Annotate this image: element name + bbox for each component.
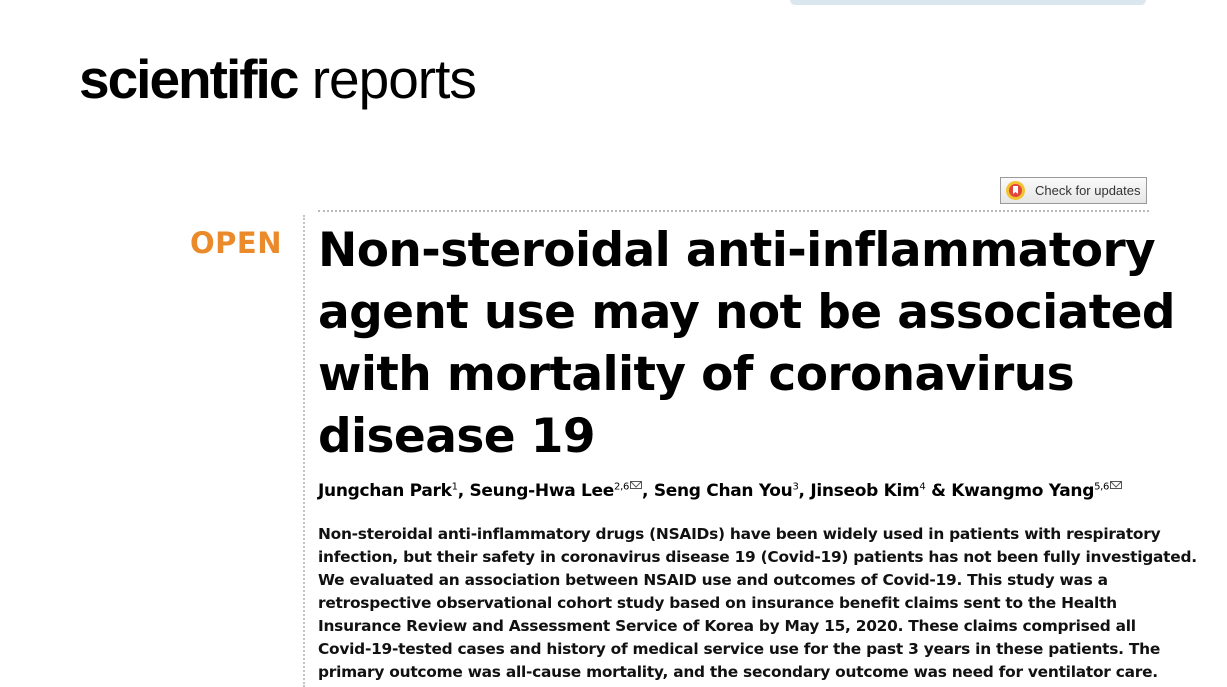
author-name[interactable]: Jungchan Park <box>318 481 452 501</box>
author-affiliation[interactable]: 5,6 <box>1094 481 1110 493</box>
title-line: with mortality of coronavirus <box>318 347 1075 402</box>
journal-name-light: reports <box>311 48 477 110</box>
author-affiliation[interactable]: 2,6 <box>614 481 630 493</box>
author-name[interactable]: Seung-Hwa Lee <box>469 481 615 501</box>
author-name[interactable]: Jinseob Kim <box>810 481 920 501</box>
abstract-line: Non-steroidal anti-inflammatory drugs (N… <box>318 525 1161 543</box>
email-icon[interactable] <box>630 481 643 489</box>
check-for-updates-button[interactable]: Check for updates <box>1000 177 1147 204</box>
title-line: Non-steroidal anti-inflammatory <box>318 223 1156 278</box>
author-separator: , <box>642 481 654 501</box>
journal-name-bold: scientific <box>79 48 299 110</box>
open-access-label: OPEN <box>190 226 282 260</box>
journal-logo[interactable]: scientific reports <box>79 52 477 107</box>
abstract-line: infection, but their safety in coronavir… <box>318 548 1197 566</box>
author-affiliation[interactable]: 3 <box>792 481 799 493</box>
title-line: disease 19 <box>318 409 596 464</box>
author-separator: , <box>798 481 811 501</box>
title-line: agent use may not be associated <box>318 285 1176 340</box>
abstract: Non-steroidal anti-inflammatory drugs (N… <box>318 523 1197 684</box>
check-for-updates-label: Check for updates <box>1035 183 1141 198</box>
margin-divider <box>303 215 305 687</box>
author-list: Jungchan Park1, Seung-Hwa Lee2,6, Seng C… <box>318 481 1178 501</box>
header-divider <box>318 210 1149 212</box>
abstract-line: retrospective observational cohort study… <box>318 594 1117 612</box>
abstract-line: Insurance Review and Assessment Service … <box>318 617 1136 635</box>
email-icon[interactable] <box>1110 481 1123 489</box>
article-title: Non-steroidal anti-inflammatory agent us… <box>318 220 1178 468</box>
author-separator: & <box>925 481 952 501</box>
abstract-line: primary outcome was all-cause mortality,… <box>318 663 1158 681</box>
abstract-line: We evaluated an association between NSAI… <box>318 571 1108 589</box>
author-name[interactable]: Kwangmo Yang <box>951 481 1095 501</box>
author-affiliation[interactable]: 1 <box>451 481 458 493</box>
bookmark-badge-icon <box>1006 181 1025 200</box>
author-affiliation[interactable]: 4 <box>919 481 926 493</box>
author-name[interactable]: Seng Chan You <box>653 481 793 501</box>
author-separator: , <box>457 481 470 501</box>
top-decorative-strip <box>790 0 1146 5</box>
abstract-line: Covid-19-tested cases and history of med… <box>318 640 1161 658</box>
